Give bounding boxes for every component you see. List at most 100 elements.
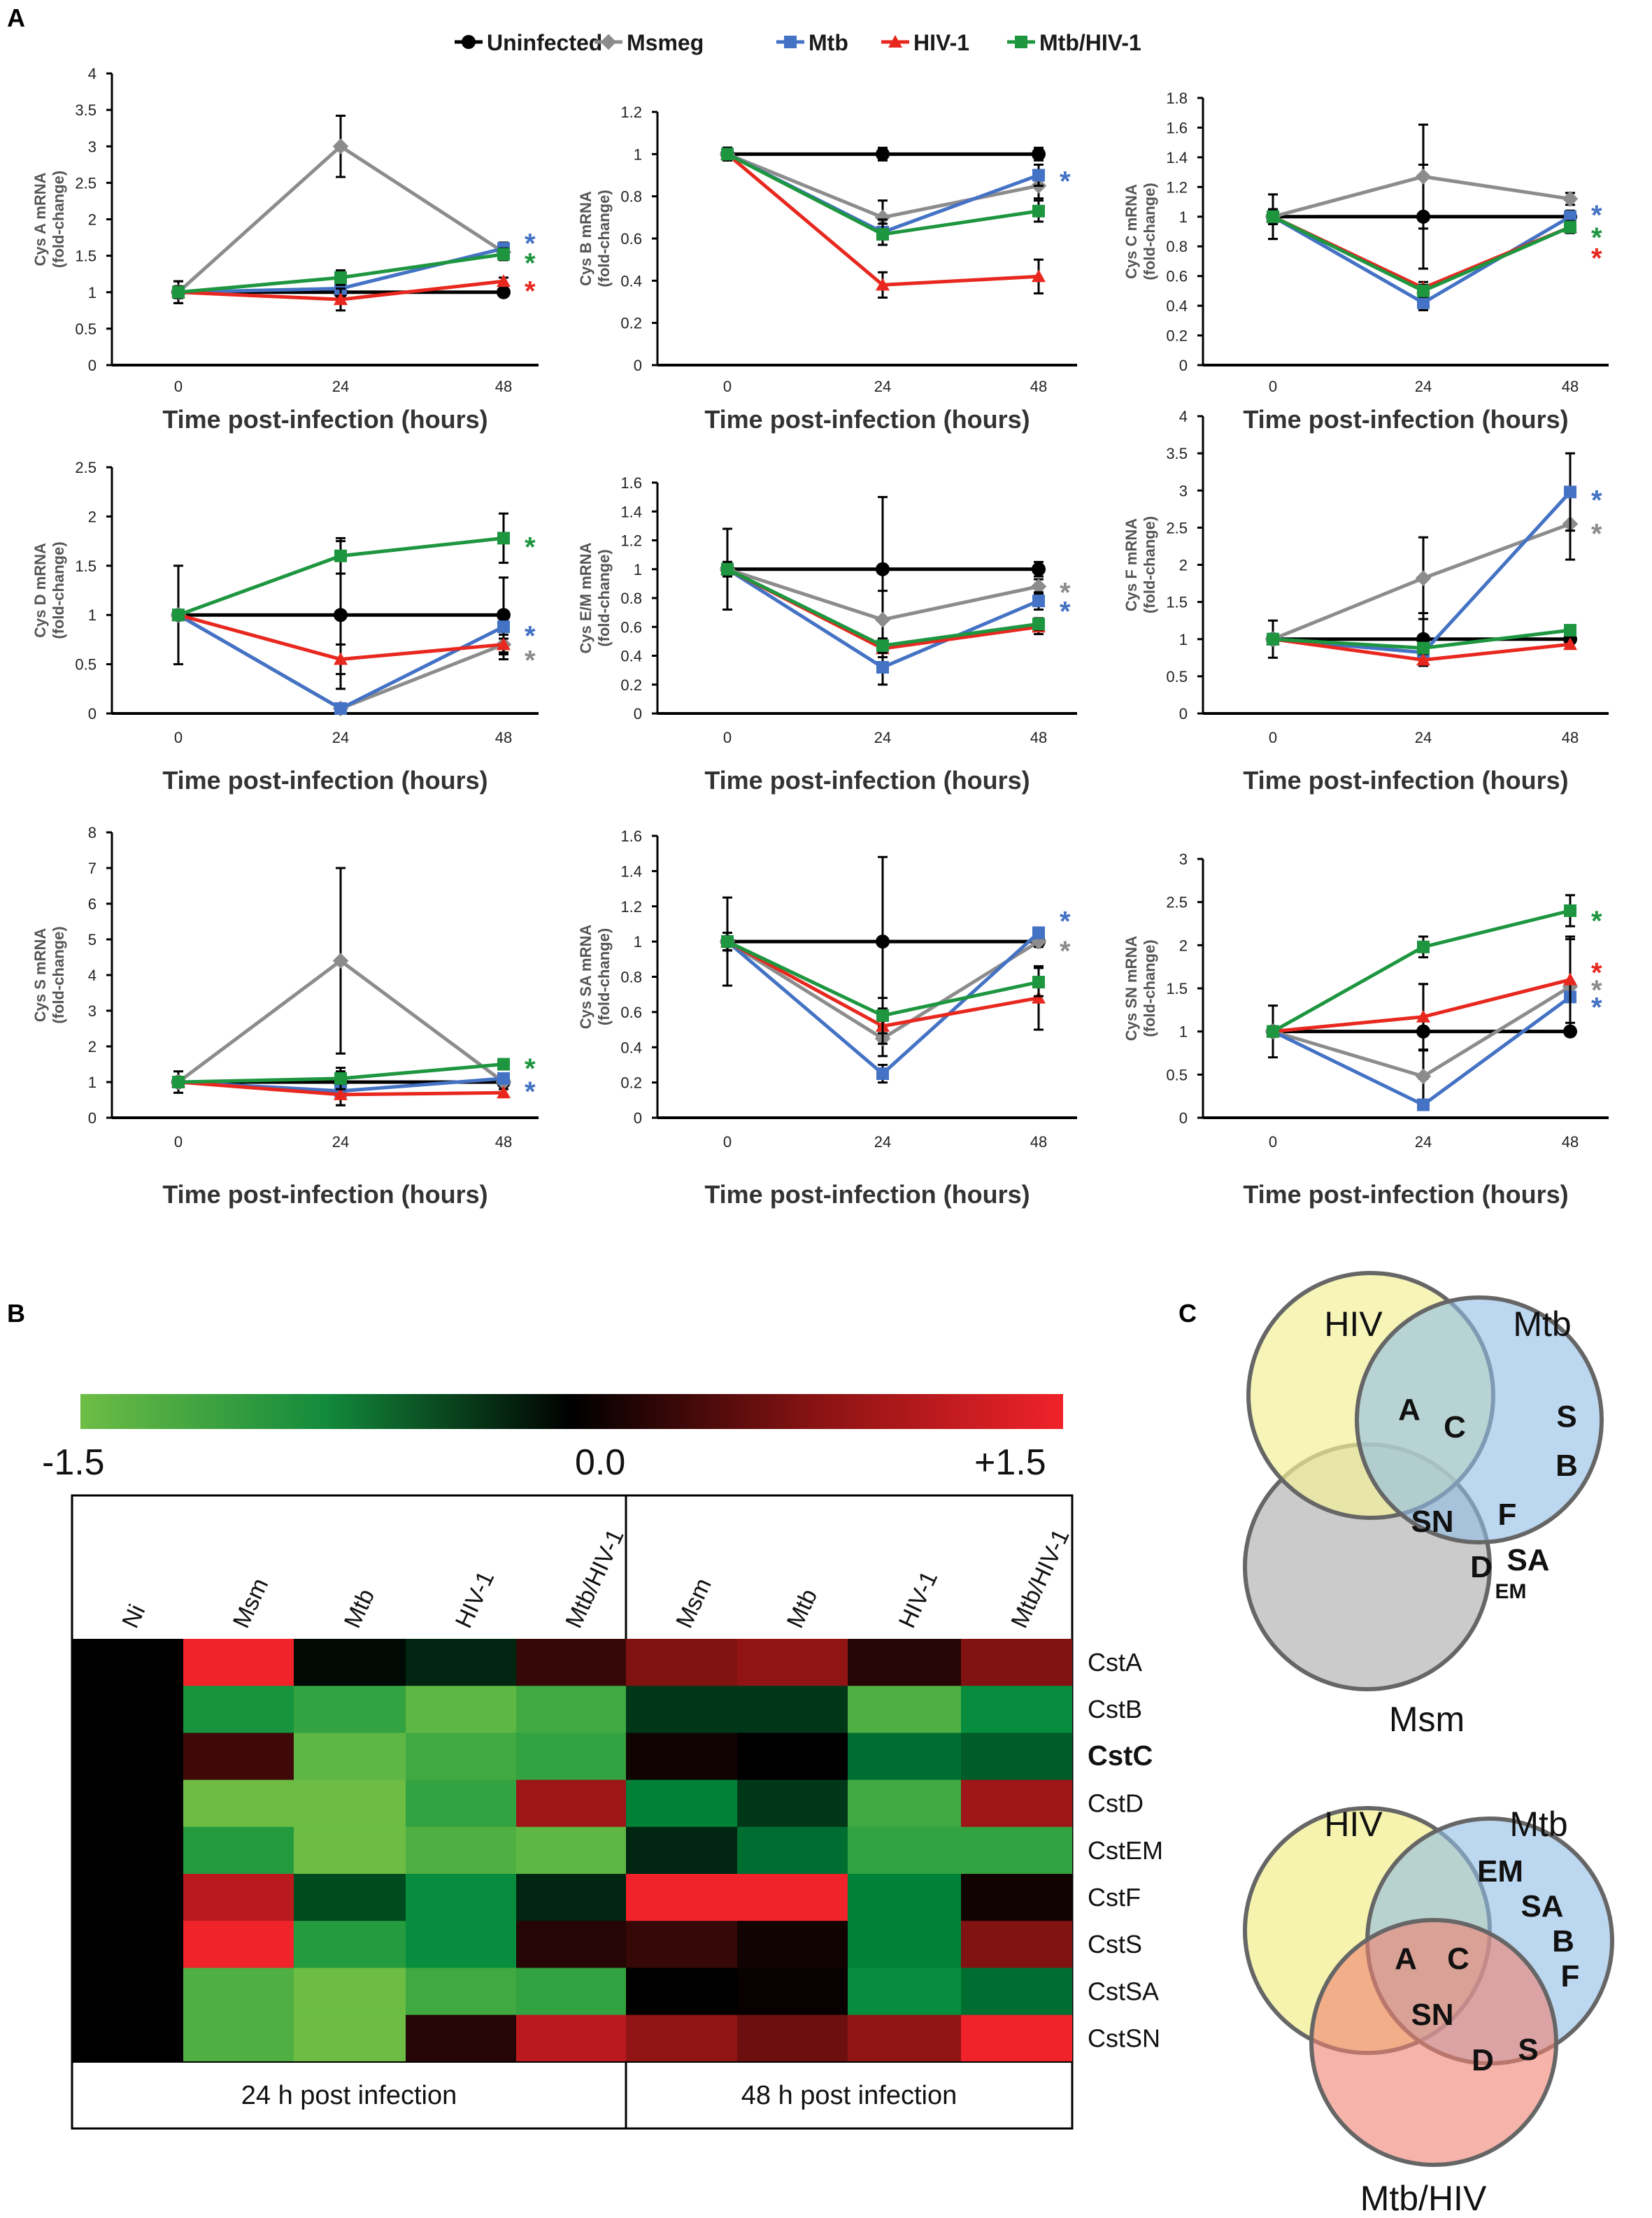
x-tick-label: 24: [874, 378, 891, 395]
y-tick-label: 0.5: [75, 320, 97, 338]
x-tick-label: 24: [332, 378, 349, 395]
x-tick-label: 0: [174, 729, 183, 746]
x-tick-label: 48: [1562, 1133, 1579, 1151]
data-point: [1417, 284, 1430, 297]
data-point: [1562, 190, 1579, 207]
venn-top: HIV Mtb Msm AC SN SB FD SA EM: [1243, 1271, 1604, 1739]
heatmap-cell: [961, 1733, 1072, 1781]
significance-marker: *: [1060, 596, 1071, 627]
data-point: [334, 271, 347, 284]
y-tick-label: 1: [634, 933, 642, 951]
heatmap-cell: [961, 1686, 1072, 1733]
significance-marker: *: [1060, 578, 1071, 609]
legend-label-mtb-hiv-1: Mtb/HIV-1: [1039, 30, 1141, 55]
y-axis-label: Cys D mRNA(fold-change): [31, 541, 67, 639]
heatmap: -1.5 0.0 +1.5 CstA CstB CstC CstD CstEM CstF CstS…: [42, 1394, 1163, 2130]
data-point: [721, 562, 734, 576]
heatmap-cell: [737, 1968, 848, 2016]
data-point: [1032, 269, 1046, 283]
y-tick-label: 2: [88, 1038, 97, 1055]
significance-marker: *: [525, 276, 536, 306]
legend-label-mtb: Mtb: [809, 30, 848, 55]
y-tick-label: 0.2: [620, 1074, 642, 1092]
legend-marker-mtb: [784, 36, 797, 48]
series-mtb-hiv-1: [1267, 208, 1576, 298]
y-tick-label: 2.5: [75, 174, 97, 192]
y-tick-label: 1: [88, 606, 97, 624]
y-tick-label: 1.2: [620, 898, 642, 916]
venn-region-em: EM: [1477, 1854, 1523, 1889]
heatmap-cell: [406, 1826, 516, 1875]
heatmap-cell: [737, 1921, 848, 1968]
data-point: [332, 953, 349, 969]
series-msmeg: [1265, 487, 1579, 648]
heatmap-cell: [406, 1733, 516, 1781]
heatmap-column-label: Ni: [117, 1600, 150, 1632]
data-point: [721, 148, 734, 161]
heatmap-cell: [183, 1779, 294, 1828]
heatmap-cell: [72, 1968, 183, 2016]
y-tick-label: 0: [1179, 357, 1188, 374]
heatmap-cell: [626, 1639, 737, 1686]
series-mtb-hiv-1: [172, 247, 510, 299]
x-tick-label: 24: [1415, 1133, 1432, 1151]
y-tick-label: 1: [1179, 1023, 1188, 1041]
heatmap-cell: [961, 1874, 1072, 1921]
heatmap-cell: [294, 1779, 406, 1828]
heatmap-cell: [626, 2014, 737, 2063]
heatmap-cell: [72, 1639, 183, 1686]
y-axis-label-line: (fold-change): [50, 926, 67, 1023]
significance-marker: *: [525, 620, 536, 651]
data-point: [876, 562, 890, 576]
x-tick-label: 0: [1269, 378, 1277, 395]
y-axis-label-line: (fold-change): [1141, 939, 1158, 1037]
y-tick-label: 3: [1179, 851, 1188, 868]
series-mtb-hiv-1: [1267, 624, 1576, 655]
heatmap-cell: [183, 2014, 294, 2063]
chart-cys-sa: 0 0.2 0.4 0.6 0.8 1 1.2 1.4 1.6 0 24 48 Time post-in…: [577, 827, 1077, 1209]
y-axis-label-line: (fold-change): [1141, 183, 1158, 280]
series-hiv-1: [1266, 935, 1577, 1051]
heatmap-cell: [626, 1874, 737, 1921]
venn-label-mtbhiv: Mtb/HIV: [1360, 2179, 1487, 2218]
heatmap-row-label: CstS: [1088, 1930, 1142, 1958]
y-axis-label-line: Cys SA mRNA: [577, 925, 594, 1030]
x-tick-label: 0: [174, 1133, 183, 1151]
y-tick-label: 0.2: [620, 315, 642, 332]
x-axis-label: Time post-infection (hours): [162, 405, 487, 434]
venn-region-s: S: [1556, 1400, 1576, 1434]
heatmap-cell: [848, 1826, 961, 1875]
y-tick-label: 1: [1179, 208, 1188, 226]
heatmap-cell: [516, 2014, 626, 2063]
y-tick-label: 1.5: [1166, 594, 1188, 611]
y-axis-label-line: Cys S mRNA: [31, 928, 49, 1023]
y-tick-label: 2.5: [1166, 894, 1188, 911]
y-tick-label: 4: [88, 967, 97, 984]
data-point: [497, 620, 510, 634]
heatmap-cell: [848, 1639, 961, 1686]
heatmap-cell: [183, 1968, 294, 2016]
data-point: [497, 274, 511, 287]
heatmap-cell: [626, 1686, 737, 1733]
heatmap-cell: [183, 1733, 294, 1781]
venn-region-c: C: [1447, 1942, 1469, 1976]
heatmap-cell: [961, 2014, 1072, 2063]
y-axis-label: Cys SA mRNA(fold-change): [577, 925, 613, 1030]
chart-cys-s: 0 1 2 3 4 5 6 7 8 0 24 48 Time post-infection (hours…: [31, 824, 539, 1209]
venn-region-sn: SN: [1411, 1505, 1453, 1539]
venn-region-f: F: [1498, 1498, 1517, 1532]
group-label-48h: 48 h post infection: [741, 2081, 957, 2110]
heatmap-cell: [961, 1779, 1072, 1828]
data-point: [334, 652, 348, 665]
significance-marker: *: [1591, 200, 1602, 231]
series-msmeg: [170, 867, 512, 1090]
heatmap-cell: [294, 1733, 406, 1781]
y-tick-label: 0.6: [620, 230, 642, 248]
y-axis-label-line: (fold-change): [50, 171, 67, 268]
data-point: [334, 1072, 347, 1085]
y-tick-label: 2: [1179, 557, 1188, 574]
x-tick-label: 24: [1415, 729, 1432, 746]
